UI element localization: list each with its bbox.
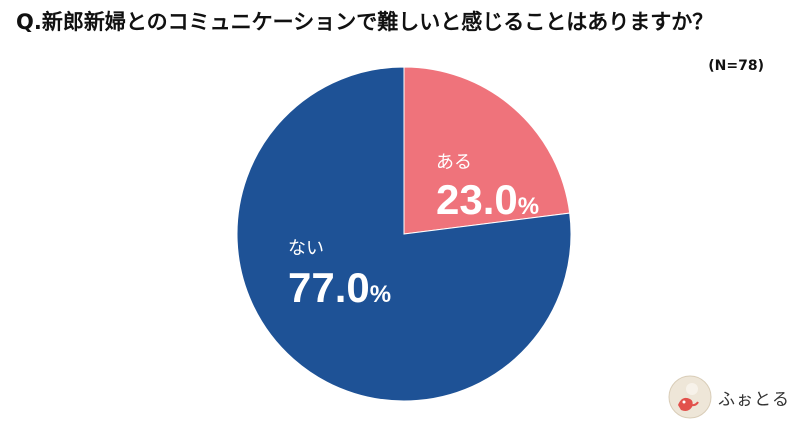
slice-value-nai: 77.0% [288,264,391,311]
sample-size-note: (N=78) [708,58,764,74]
chart-title: Q.新郎新婦とのコミュニケーションで難しいと感じることはありますか？ [16,10,714,34]
slice-value-aru: 23.0% [436,176,539,223]
pie-slice-nai [236,66,572,402]
logo-text: ふぉとる [718,389,790,410]
pie-slice-aru [403,66,571,235]
brand-logo: ふぉとる [668,375,790,419]
slice-label-aru: ある [436,152,472,173]
logo-mark-icon [668,375,712,419]
slice-label-nai: ない [288,238,324,259]
